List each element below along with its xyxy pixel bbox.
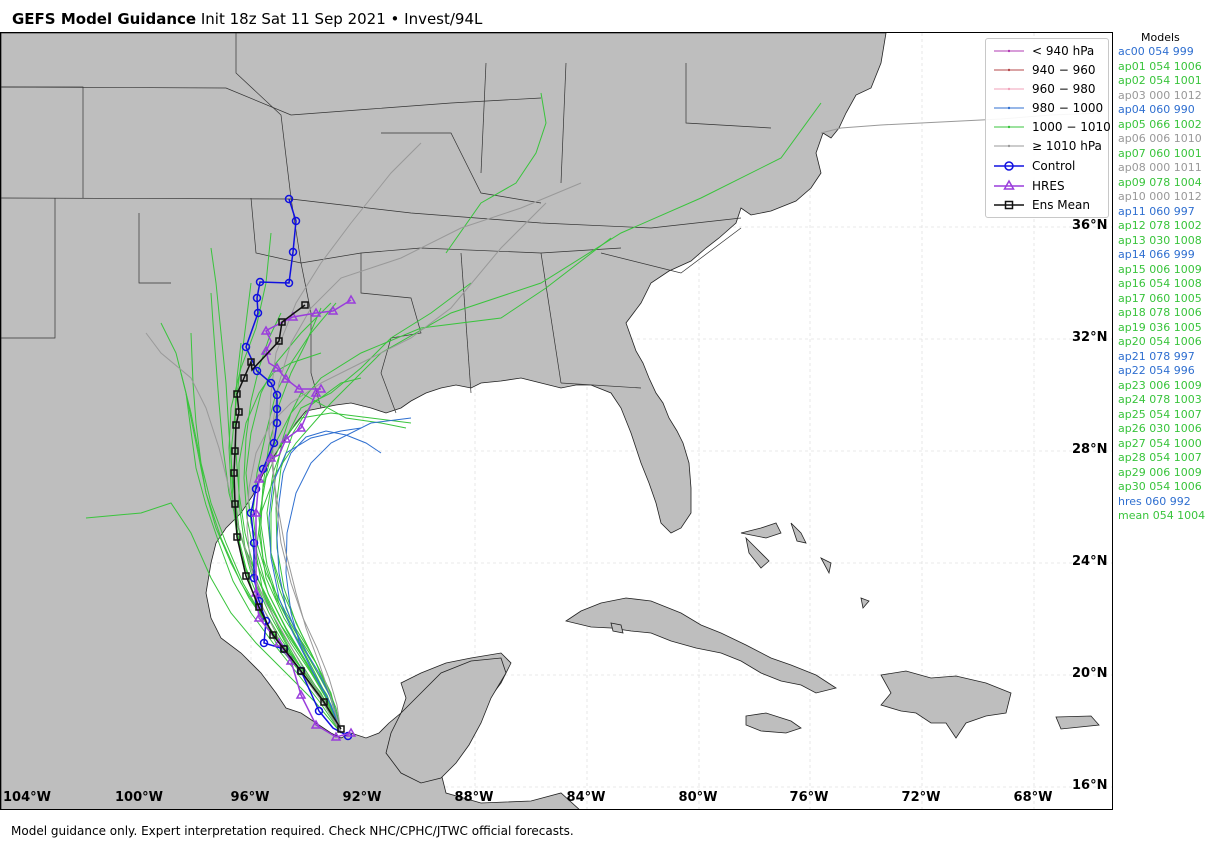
model-entry: ap10 000 1012 bbox=[1118, 190, 1202, 203]
model-entry: ap17 060 1005 bbox=[1118, 291, 1202, 305]
landmass bbox=[1, 33, 1100, 809]
model-entry: ap26 030 1006 bbox=[1118, 422, 1202, 435]
model-entry: ap11 060 997 bbox=[1118, 204, 1195, 218]
model-entry: ap24 078 1003 bbox=[1118, 393, 1202, 406]
model-entry: ap29 006 1009 bbox=[1118, 465, 1202, 479]
lat-label-16n: 16°N bbox=[1072, 778, 1108, 793]
lon-label-92w: 92°W bbox=[342, 790, 382, 805]
lon-label-72w: 72°W bbox=[901, 790, 941, 805]
model-entry: ap18 078 1006 bbox=[1118, 306, 1202, 319]
lon-label-68w: 68°W bbox=[1013, 790, 1053, 805]
legend-label: ≥ 1010 hPa bbox=[1032, 139, 1102, 153]
model-entry: ap04 060 990 bbox=[1118, 103, 1195, 116]
lat-label-20n: 20°N bbox=[1072, 666, 1108, 681]
model-entry: ap08 000 1011 bbox=[1118, 161, 1202, 174]
map-legend: < 940 hPa 940 − 960 960 − 980 980 − 1000… bbox=[985, 38, 1111, 218]
model-entry: ap21 078 997 bbox=[1118, 349, 1195, 363]
lat-label-36n: 36°N bbox=[1072, 218, 1108, 233]
map-panel[interactable] bbox=[0, 32, 1113, 810]
model-entry: ap28 054 1007 bbox=[1118, 451, 1202, 464]
legend-label: Ens Mean bbox=[1032, 198, 1090, 212]
lat-label-28n: 28°N bbox=[1072, 442, 1108, 457]
model-entry: ap16 054 1008 bbox=[1118, 277, 1202, 290]
model-entry: mean 054 1004 bbox=[1118, 509, 1206, 522]
model-entry: ap06 006 1010 bbox=[1118, 132, 1202, 145]
model-entry: ap22 054 996 bbox=[1118, 364, 1195, 377]
lon-label-84w: 84°W bbox=[566, 790, 606, 805]
legend-swatch bbox=[994, 87, 1024, 91]
legend-label: 940 − 960 bbox=[1032, 63, 1096, 77]
ens-mean-track bbox=[230, 301, 345, 733]
title-rest: Init 18z Sat 11 Sep 2021 • Invest/94L bbox=[200, 10, 483, 28]
model-entry: ap20 054 1006 bbox=[1118, 335, 1202, 348]
lon-label-88w: 88°W bbox=[454, 790, 494, 805]
chart-title: GEFS Model Guidance Init 18z Sat 11 Sep … bbox=[12, 10, 482, 28]
models-heading: Models bbox=[1141, 31, 1180, 44]
model-entry: hres 060 992 bbox=[1118, 494, 1191, 508]
legend-label: 1000 − 1010 bbox=[1032, 120, 1111, 134]
model-entry: ap07 060 1001 bbox=[1118, 146, 1202, 160]
legend-label: Control bbox=[1032, 159, 1076, 173]
legend-swatch bbox=[994, 179, 1024, 190]
model-entry: ap23 006 1009 bbox=[1118, 378, 1202, 392]
lon-label-76w: 76°W bbox=[789, 790, 829, 805]
control-track bbox=[241, 194, 353, 741]
title-bold: GEFS Model Guidance bbox=[12, 10, 197, 28]
model-entry: ap25 054 1007 bbox=[1118, 407, 1202, 421]
model-entry: ac00 054 999 bbox=[1118, 45, 1194, 58]
lat-label-24n: 24°N bbox=[1072, 554, 1108, 569]
lon-label-100w: 100°W bbox=[115, 790, 163, 805]
legend-label: < 940 hPa bbox=[1032, 44, 1095, 58]
lat-label-32n: 32°N bbox=[1072, 330, 1108, 345]
models-list: ac00 054 999 ap01 054 1006 ap02 054 1001 ap… bbox=[1118, 45, 1205, 524]
lon-label-104w: 104°W bbox=[3, 790, 51, 805]
model-entry: ap12 078 1002 bbox=[1118, 219, 1202, 232]
legend-label: 960 − 980 bbox=[1032, 82, 1096, 96]
lon-label-80w: 80°W bbox=[678, 790, 718, 805]
legend-swatch bbox=[994, 125, 1024, 129]
map-canvas bbox=[1, 33, 1112, 809]
legend-label: 980 − 1000 bbox=[1032, 101, 1104, 115]
legend-label: HRES bbox=[1032, 179, 1065, 193]
model-entry: ap05 066 1002 bbox=[1118, 117, 1202, 131]
legend-swatch bbox=[994, 161, 1024, 171]
lon-label-96w: 96°W bbox=[230, 790, 270, 805]
model-entry: ap03 000 1012 bbox=[1118, 88, 1202, 102]
legend-swatch bbox=[994, 200, 1024, 210]
model-entry: ap30 054 1006 bbox=[1118, 480, 1202, 493]
model-entry: ap19 036 1005 bbox=[1118, 320, 1202, 334]
model-entry: ap01 054 1006 bbox=[1118, 59, 1202, 73]
model-entry: ap13 030 1008 bbox=[1118, 233, 1202, 247]
legend-swatch bbox=[994, 144, 1024, 148]
model-entry: ap02 054 1001 bbox=[1118, 74, 1202, 87]
hres-track bbox=[250, 294, 357, 741]
model-entry: ap14 066 999 bbox=[1118, 248, 1195, 261]
disclaimer-footer: Model guidance only. Expert interpretati… bbox=[11, 824, 574, 838]
legend-swatch bbox=[994, 49, 1024, 53]
legend-swatch bbox=[994, 106, 1024, 110]
model-entry: ap09 078 1004 bbox=[1118, 175, 1202, 189]
model-entry: ap27 054 1000 bbox=[1118, 436, 1202, 450]
model-entry: ap15 006 1009 bbox=[1118, 262, 1202, 276]
legend-swatch bbox=[994, 68, 1024, 72]
